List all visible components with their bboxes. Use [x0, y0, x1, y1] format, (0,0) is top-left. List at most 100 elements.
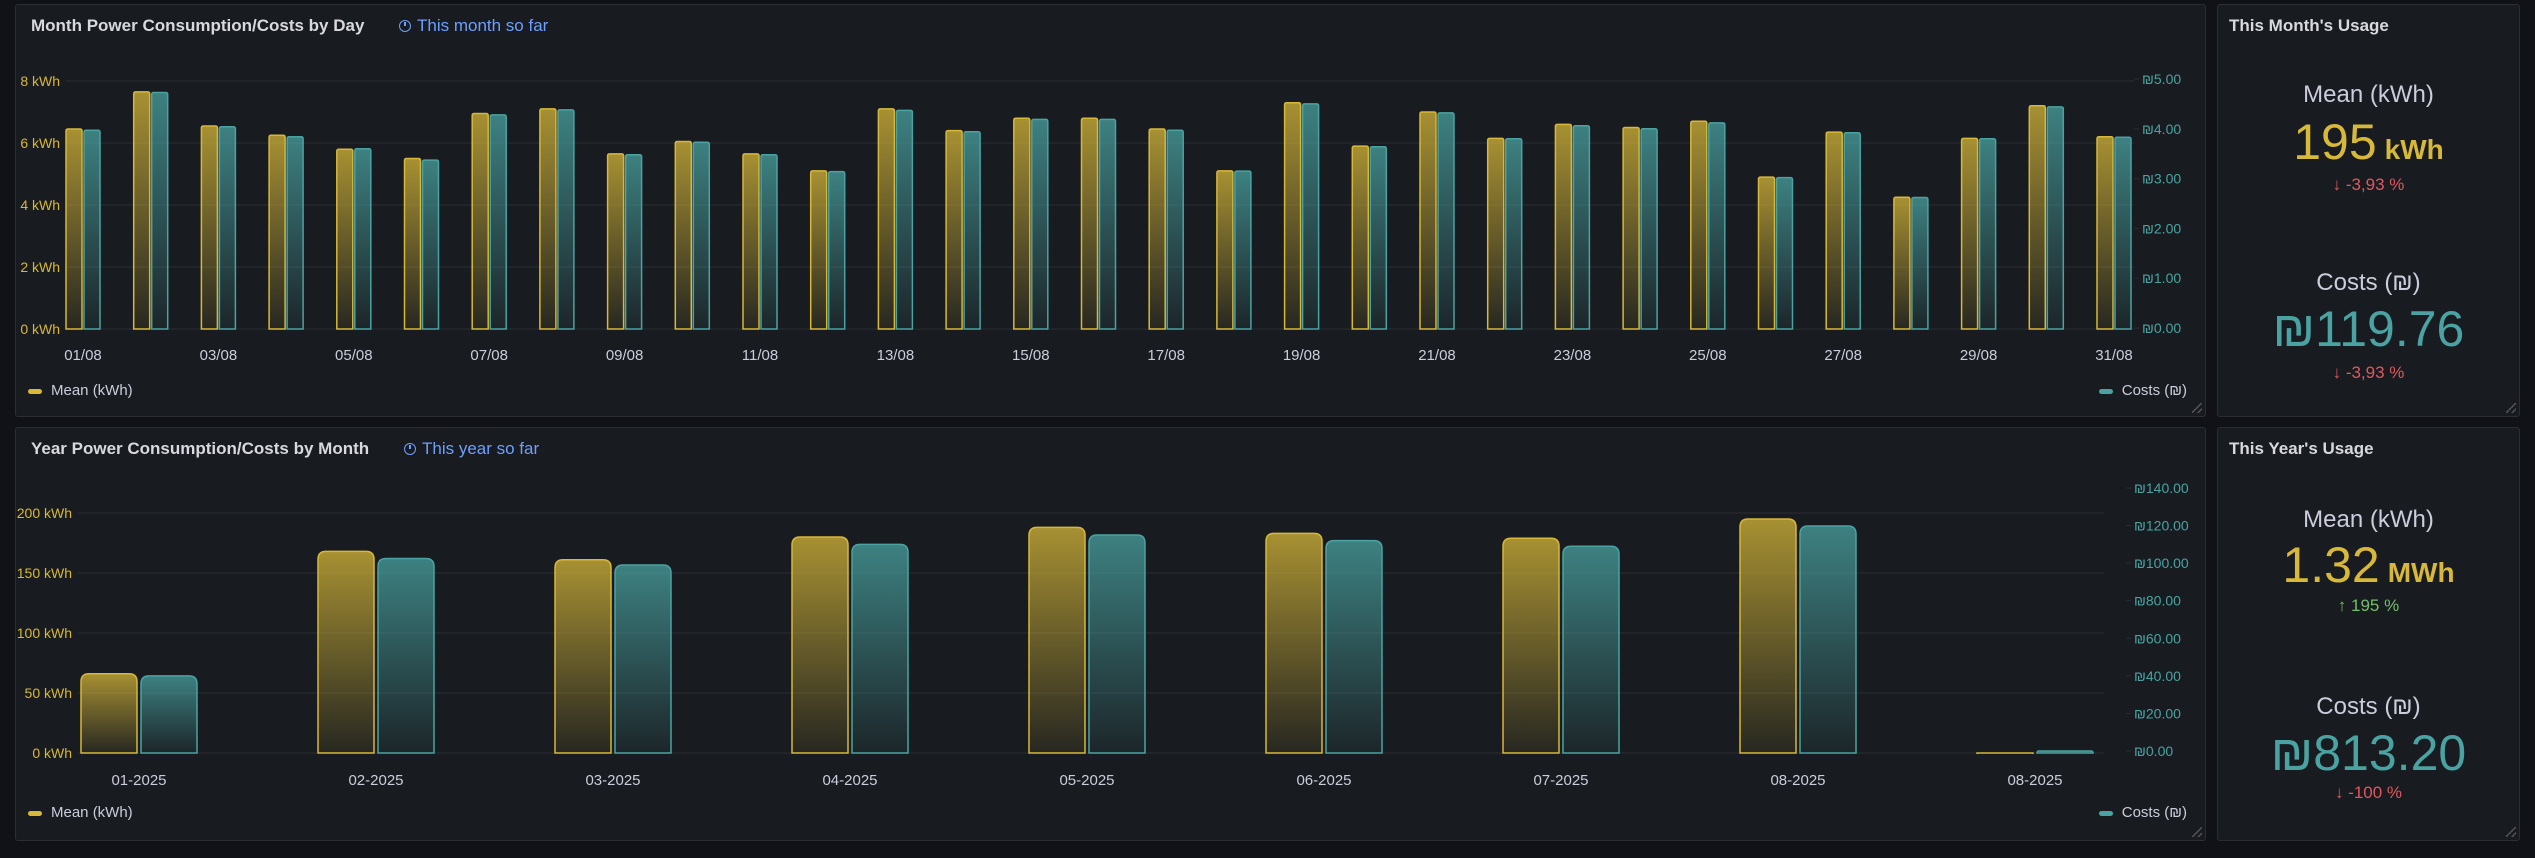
resize-handle[interactable] [2192, 403, 2202, 413]
y-left-tick-label: 6 kWh [20, 135, 60, 151]
legend-mean[interactable]: Mean (kWh) [28, 804, 133, 821]
y-right-tick-label: ₪0.00 [2142, 320, 2181, 336]
arrow-down-icon: ↓ [2334, 783, 2344, 802]
bar-mean [945, 129, 963, 330]
time-range-info: This year so far [404, 439, 539, 459]
resize-handle[interactable] [2506, 827, 2516, 837]
legend-label: Mean (kWh) [51, 804, 133, 821]
bar-mean [674, 140, 693, 330]
panel-title[interactable]: This Month's Usage [2229, 16, 2389, 35]
x-tick-label: 17/08 [1147, 347, 1185, 364]
bar-mean [1976, 752, 2034, 755]
year-bar-chart: 0 kWh 50 kWh 100 kWh 150 kWh 200 kWh ₪0.00 ₪20… [17, 480, 2189, 789]
x-tick-label: 09/08 [606, 347, 644, 364]
cost-value: ₪119.76 [2272, 301, 2465, 357]
y-right-tick-label: ₪1.00 [2142, 270, 2181, 286]
y-right-tick-label: ₪0.00 [2134, 743, 2173, 759]
y-right-tick-label: ₪5.00 [2142, 71, 2181, 87]
bar-mean [132, 91, 151, 330]
cost-value: ₪813.20 [2270, 725, 2467, 781]
bar-mean [554, 559, 612, 754]
month-stats-panel: This Month's Usage Mean (kWh) 195 kWh ↓ -… [2217, 4, 2520, 417]
x-tick-label: 21/08 [1418, 347, 1456, 364]
bar-mean [1351, 145, 1370, 330]
clock-icon [399, 20, 411, 32]
month-chart-panel: Month Power Consumption/Costs by Day Thi… [15, 4, 2206, 417]
bar-cost [1301, 103, 1320, 330]
y-left-tick-label: 200 kWh [17, 505, 72, 521]
bar-cost [1799, 525, 1857, 754]
x-tick-label: 04-2025 [822, 772, 877, 789]
bar-mean [877, 108, 896, 330]
y-right-tick-label: ₪2.00 [2142, 220, 2181, 236]
bar-cost [895, 109, 914, 330]
resize-handle[interactable] [2192, 827, 2202, 837]
bar-cost [1708, 122, 1726, 330]
bar-mean [1554, 123, 1573, 330]
bar-mean [200, 125, 219, 330]
time-range-info: This month so far [399, 16, 548, 36]
delta-value: 195 % [2351, 596, 2400, 615]
bar-mean [1690, 120, 1708, 330]
bar-mean [317, 550, 375, 754]
legend-cost[interactable]: Costs (₪) [2098, 382, 2187, 399]
bar-mean [1502, 537, 1560, 754]
bar-cost [2046, 106, 2065, 330]
y-left-tick-label: 8 kWh [20, 73, 60, 89]
y-right-tick-label: ₪4.00 [2142, 121, 2181, 137]
bar-mean [606, 153, 625, 330]
y-right-tick-label: ₪140.00 [2134, 480, 2189, 496]
bar-cost [1098, 118, 1117, 330]
bar-mean [1265, 532, 1323, 754]
bar-cost [1640, 128, 1658, 330]
panel-title[interactable]: Year Power Consumption/Costs by Month [31, 439, 370, 458]
time-range-label: This year so far [422, 439, 540, 458]
resize-handle[interactable] [2506, 403, 2516, 413]
arrow-up-icon: ↑ [2337, 596, 2347, 615]
bar-cost [624, 153, 643, 330]
x-tick-label: 08-2025 [1770, 772, 1825, 789]
bar-cost [218, 126, 237, 330]
x-tick-label: 19/08 [1283, 347, 1321, 364]
delta-value: -100 % [2348, 783, 2403, 802]
bar-mean [1893, 196, 1911, 330]
legend-label: Mean (kWh) [51, 382, 133, 399]
x-tick-label: 31/08 [2095, 347, 2133, 364]
legend-swatch [28, 810, 42, 816]
cost-delta: ↓ -100 % [2218, 783, 2519, 803]
panel-title[interactable]: Month Power Consumption/Costs by Day [31, 16, 365, 35]
bar-mean [336, 148, 354, 330]
y-right-tick-label: ₪3.00 [2142, 171, 2181, 187]
y-left-tick-label: 0 kWh [32, 745, 72, 761]
legend-swatch [2098, 388, 2113, 394]
bar-cost [827, 170, 846, 330]
bar-mean [1486, 137, 1505, 330]
bar-cost [377, 557, 435, 754]
bar-cost [150, 91, 169, 330]
mean-label: Mean (kWh) [2303, 506, 2434, 533]
bar-cost [1504, 138, 1523, 330]
y-left-tick-label: 2 kWh [20, 259, 60, 275]
bar-cost [614, 564, 672, 754]
legend-label: Costs (₪) [2121, 382, 2187, 399]
x-tick-label: 01-2025 [111, 772, 166, 789]
legend-swatch [2098, 810, 2113, 816]
mean-label: Mean (kWh) [2303, 81, 2434, 108]
y-right-tick-label: ₪80.00 [2134, 593, 2181, 609]
y-right-tick-label: ₪60.00 [2134, 630, 2181, 646]
panel-title[interactable]: This Year's Usage [2229, 439, 2374, 458]
legend-cost[interactable]: Costs (₪) [2098, 804, 2187, 821]
bar-cost [1031, 118, 1049, 330]
x-tick-label: 02-2025 [348, 772, 403, 789]
bar-mean [268, 134, 286, 330]
cost-label: Costs (₪) [2316, 693, 2421, 720]
bar-mean [1960, 137, 1979, 330]
legend-mean[interactable]: Mean (kWh) [28, 382, 133, 399]
x-tick-label: 13/08 [877, 347, 915, 364]
y-right-tick-label: ₪40.00 [2134, 668, 2181, 684]
mean-number: 195 [2293, 114, 2377, 170]
x-tick-label: 08-2025 [2007, 772, 2062, 789]
bar-mean [539, 108, 557, 330]
bar-cost [963, 131, 981, 330]
bar-cost [1572, 125, 1591, 330]
